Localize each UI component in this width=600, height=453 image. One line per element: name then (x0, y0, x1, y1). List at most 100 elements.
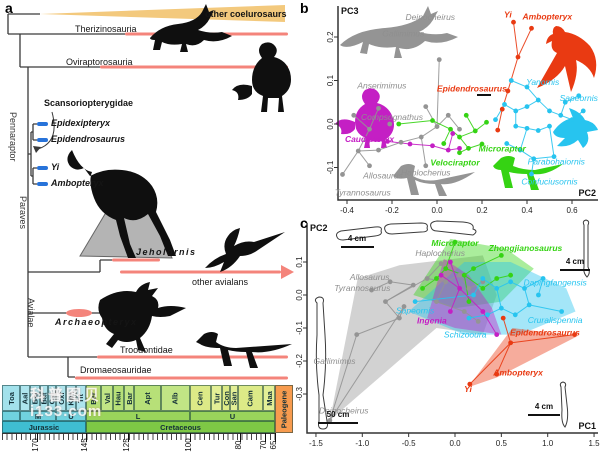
taxon-label: Epidendrosaurus (510, 327, 580, 337)
y-tick-label: 0.1 (326, 74, 335, 86)
birds-point (517, 147, 523, 153)
epoch-cell-label: L (135, 411, 141, 421)
birds-branch (526, 86, 539, 101)
non-paravian theropods-branch (426, 263, 442, 279)
non-paravian theropods-branch (353, 114, 370, 130)
oviraptorosaur-silhouette (232, 42, 291, 112)
non-paravian theropods-point (423, 163, 429, 169)
dromaeosaurids-point (441, 141, 447, 146)
stage-baj: Baj (30, 385, 40, 411)
non-paravian theropods-point (424, 276, 430, 281)
birds-branch (533, 156, 555, 160)
taxon-label: Deinocheirus (405, 12, 455, 22)
y-tick-label: 0.2 (326, 31, 335, 43)
label-archaeopteryx: Archaeopteryx (55, 317, 138, 327)
archaeopteryx-silhouette (98, 282, 186, 352)
non-paravian theropods-point (480, 279, 486, 285)
taxon-label: Sapeornis (396, 306, 435, 316)
taxon-label: Gallimimus (382, 29, 425, 39)
stage-bar-label: Bar (124, 391, 134, 405)
label-therizinosauria: Therizinosauria (75, 24, 137, 34)
epoch-cell: M (20, 411, 56, 421)
axis-lines (337, 6, 598, 201)
major-tick (37, 433, 38, 442)
stage-val-label: Val (102, 392, 112, 404)
epoch-cell (2, 411, 20, 421)
birds-point (480, 276, 486, 281)
ambopteryx-marker (37, 182, 48, 186)
stage-san: San (230, 385, 238, 411)
birds-branch (482, 278, 498, 289)
taxon-label: Deinocheirus (319, 406, 369, 416)
oviraptorosaurs-point (447, 309, 453, 314)
label-paraves: Paraves (18, 196, 28, 230)
scansoriopterygids-point (515, 54, 521, 60)
non-paravian theropods-branch (329, 334, 358, 421)
birds-point (485, 312, 490, 318)
y-tick-label: -0.1 (295, 321, 304, 335)
y-tick-label: 0.0 (326, 118, 335, 130)
taxon-label: Yi (504, 9, 512, 19)
non-paravian theropods-point (461, 309, 467, 314)
label-epidexipteryx: Epidexipteryx (51, 118, 111, 128)
non-paravian theropods-point (340, 172, 345, 177)
x-tick-label: 1.0 (542, 439, 554, 448)
age-tick-label: 170 (31, 438, 40, 452)
major-tick (265, 433, 266, 442)
birds-branch (519, 128, 528, 151)
non-paravian theropods-point (387, 121, 393, 127)
age-tick-label: 80 (234, 440, 243, 450)
ambopteryx-silhouette (537, 26, 597, 92)
birds-branch (468, 314, 488, 319)
stage-cam: Cam (238, 385, 263, 411)
non-paravian theropods-branch (436, 114, 449, 127)
taxon-label: Anserimimus (356, 81, 407, 91)
stage-aal-label: Aal (20, 392, 30, 404)
non-paravian theropods-point (438, 261, 444, 267)
birds-branch (511, 80, 528, 88)
birds-branch (529, 304, 562, 312)
birds-point (471, 292, 476, 298)
birds-point (412, 299, 418, 304)
non-paravian theropods-point (387, 279, 393, 285)
scansoriopterygids-branch (496, 342, 512, 375)
x-axis-title: PC2 (578, 188, 596, 198)
birds-point (559, 309, 565, 314)
oviraptorosaurs-branch (449, 288, 461, 312)
epoch-cell: U (56, 411, 86, 421)
taxon-label: Compsognathus (361, 112, 424, 122)
birds-point (508, 78, 514, 83)
birds-branch (524, 278, 544, 289)
taxon-label: Allosaurus (362, 170, 403, 180)
panel-c: c -1.5 -1.0 -0.5 0.0 0.5 1.0 1.5 -0.3 -0.2 -0.1 0.… (295, 215, 600, 453)
stage-tur: Tur (211, 385, 222, 411)
taxon-label: Tyrannosaurus (334, 283, 391, 293)
stage-cam-label: Cam (245, 389, 255, 407)
epoch-cell: L (86, 411, 190, 421)
major-tick (128, 433, 129, 442)
non-paravian theropods-branch (420, 136, 427, 166)
epoch-cell: U (190, 411, 275, 421)
label-jeholornis: Jeholornis (136, 247, 197, 257)
non-paravian theropods-point (376, 147, 381, 153)
stage-oxf-label: Oxf (56, 391, 66, 405)
jeholornis-silhouette (205, 228, 285, 272)
dromaeosaurids-branch (432, 120, 451, 130)
birds-point (466, 315, 472, 321)
stage-con: Con (222, 385, 230, 411)
dromaeosaur-silhouette (196, 332, 292, 368)
age-tick-label: 65 (269, 440, 278, 450)
jeholornis-range-bar (112, 258, 160, 262)
taxon-label: Ingenia (417, 316, 447, 326)
dromaeosaurids-point (463, 112, 469, 118)
x-tick-label: -0.4 (340, 206, 354, 215)
stage-toa: Toa (2, 385, 20, 411)
non-paravian theropods-branch (356, 317, 400, 336)
dromaeosaurids-point (472, 128, 478, 134)
scale-bar-label: 50 cm (327, 410, 350, 419)
epidendrosaurus-marker (37, 138, 48, 142)
birds-point (524, 104, 530, 109)
non-paravian theropods-point (457, 126, 462, 132)
troodontidae-range-bar (97, 355, 288, 359)
birds-point (531, 156, 537, 162)
